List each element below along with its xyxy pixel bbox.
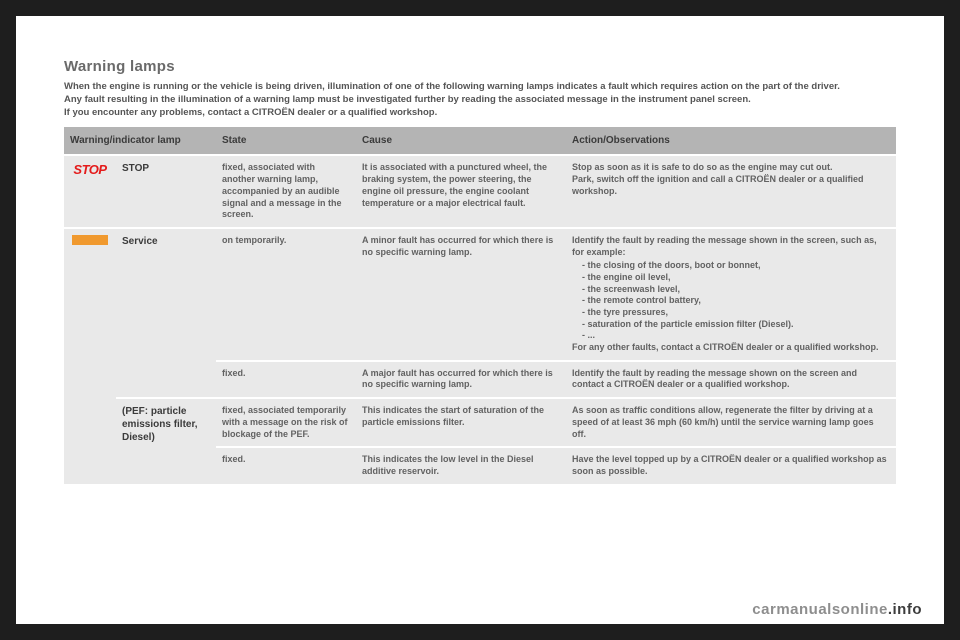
lamp-action: Have the level topped up by a CITROËN de…	[566, 447, 896, 483]
lamp-icon-cell: STOP	[64, 155, 116, 227]
bullet-item: the tyre pressures,	[582, 307, 890, 319]
section-title: Warning lamps	[64, 58, 896, 75]
col-cause: Cause	[356, 127, 566, 155]
lamp-cause: It is associated with a punctured wheel,…	[356, 155, 566, 227]
lamp-state: fixed, associated temporarily with a mes…	[216, 398, 356, 447]
lamp-state: fixed.	[216, 361, 356, 398]
watermark-b: .info	[888, 601, 922, 618]
lamp-action: As soon as traffic conditions allow, reg…	[566, 398, 896, 447]
bullet-item: saturation of the particle emission filt…	[582, 319, 890, 331]
col-lamp: Warning/indicator lamp	[64, 127, 216, 155]
lamp-cause: This indicates the low level in the Dies…	[356, 447, 566, 483]
section-intro: When the engine is running or the vehicl…	[64, 81, 896, 119]
lamp-icon-cell	[64, 228, 116, 484]
stop-icon: STOP	[73, 162, 106, 179]
table-header-row: Warning/indicator lamp State Cause Actio…	[64, 127, 896, 155]
bullet-item: the engine oil level,	[582, 272, 890, 284]
lamp-action: Identify the fault by reading the messag…	[566, 361, 896, 398]
service-icon	[72, 235, 108, 245]
col-action: Action/Observations	[566, 127, 896, 155]
lamp-cause: A major fault has occurred for which the…	[356, 361, 566, 398]
bullet-item: the screenwash level,	[582, 284, 890, 296]
bullet-item: ...	[582, 330, 890, 342]
action-lead: Identify the fault by reading the messag…	[572, 235, 877, 257]
lamp-cause: This indicates the start of saturation o…	[356, 398, 566, 447]
lamp-state: fixed, associated with another warning l…	[216, 155, 356, 227]
lamp-name: STOP	[116, 155, 216, 227]
lamp-action: Identify the fault by reading the messag…	[566, 228, 896, 361]
col-state: State	[216, 127, 356, 155]
manual-page: Warning lamps When the engine is running…	[16, 16, 944, 624]
action-bullets: the closing of the doors, boot or bonnet…	[572, 260, 890, 342]
action-tail: For any other faults, contact a CITROËN …	[572, 342, 879, 352]
warning-lamps-table: Warning/indicator lamp State Cause Actio…	[64, 127, 896, 483]
table-row: STOP STOP fixed, associated with another…	[64, 155, 896, 227]
bullet-item: the remote control battery,	[582, 295, 890, 307]
watermark-a: carmanualsonline	[752, 601, 888, 618]
table-row: (PEF: particle emissions filter, Diesel)…	[64, 398, 896, 447]
watermark: carmanualsonline.info	[752, 601, 922, 618]
table-row: Service on temporarily. A minor fault ha…	[64, 228, 896, 361]
lamp-cause: A minor fault has occurred for which the…	[356, 228, 566, 361]
lamp-state: on temporarily.	[216, 228, 356, 361]
lamp-action: Stop as soon as it is safe to do so as t…	[566, 155, 896, 227]
bullet-item: the closing of the doors, boot or bonnet…	[582, 260, 890, 272]
lamp-state: fixed.	[216, 447, 356, 483]
page-content: Warning lamps When the engine is running…	[16, 16, 944, 494]
lamp-name: Service	[116, 228, 216, 398]
lamp-name: (PEF: particle emissions filter, Diesel)	[116, 398, 216, 483]
